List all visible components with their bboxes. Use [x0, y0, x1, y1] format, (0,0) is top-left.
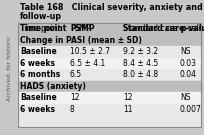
- Text: 0.04: 0.04: [180, 70, 197, 79]
- Text: Standard care: Standard care: [123, 24, 184, 33]
- Text: 6.5 ± 4.1: 6.5 ± 4.1: [70, 59, 105, 68]
- Text: 6 weeks: 6 weeks: [20, 105, 55, 114]
- Text: 6 months: 6 months: [20, 70, 60, 79]
- Text: Time point: Time point: [20, 24, 61, 33]
- Text: PSMP: PSMP: [70, 24, 95, 33]
- Text: NS: NS: [180, 47, 191, 56]
- Bar: [18, 69, 201, 80]
- Bar: [18, 35, 201, 46]
- Bar: [18, 80, 201, 92]
- Text: Archived, for historic: Archived, for historic: [7, 35, 11, 101]
- Text: Baseline: Baseline: [20, 93, 57, 102]
- Bar: [18, 23, 201, 126]
- Text: Change in PASI (mean ± SD): Change in PASI (mean ± SD): [20, 36, 142, 45]
- Text: 11: 11: [123, 105, 133, 114]
- Text: Standard care: Standard care: [123, 24, 177, 33]
- Text: Time point: Time point: [20, 24, 66, 33]
- Text: PSMP: PSMP: [70, 24, 91, 33]
- Bar: [18, 0, 201, 22]
- Bar: [18, 115, 201, 126]
- Text: NS: NS: [180, 93, 191, 102]
- Bar: [18, 92, 201, 104]
- Text: 12: 12: [70, 93, 80, 102]
- Text: 8.0 ± 4.8: 8.0 ± 4.8: [123, 70, 158, 79]
- Bar: [18, 104, 201, 115]
- Bar: [18, 58, 201, 69]
- Text: p-value: p-value: [180, 24, 204, 33]
- Text: Table 168   Clinical severity, anxiety and stress score:: Table 168 Clinical severity, anxiety and…: [20, 3, 204, 12]
- Text: 6 weeks: 6 weeks: [20, 59, 55, 68]
- Text: 0.03: 0.03: [180, 59, 197, 68]
- Text: 6.5: 6.5: [70, 70, 82, 79]
- Text: 9.2 ± 3.2: 9.2 ± 3.2: [123, 47, 158, 56]
- Text: 10.5 ± 2.7: 10.5 ± 2.7: [70, 47, 110, 56]
- Text: 8.4 ± 4.5: 8.4 ± 4.5: [123, 59, 158, 68]
- Text: 12: 12: [123, 93, 133, 102]
- Bar: [18, 46, 201, 58]
- Text: 0.007: 0.007: [180, 105, 202, 114]
- Text: p-value: p-value: [180, 24, 204, 33]
- Text: 8: 8: [70, 105, 75, 114]
- Bar: [18, 23, 201, 35]
- Text: follow-up: follow-up: [20, 12, 62, 21]
- Text: Baseline: Baseline: [20, 47, 57, 56]
- Text: HADS (anxiety): HADS (anxiety): [20, 82, 86, 91]
